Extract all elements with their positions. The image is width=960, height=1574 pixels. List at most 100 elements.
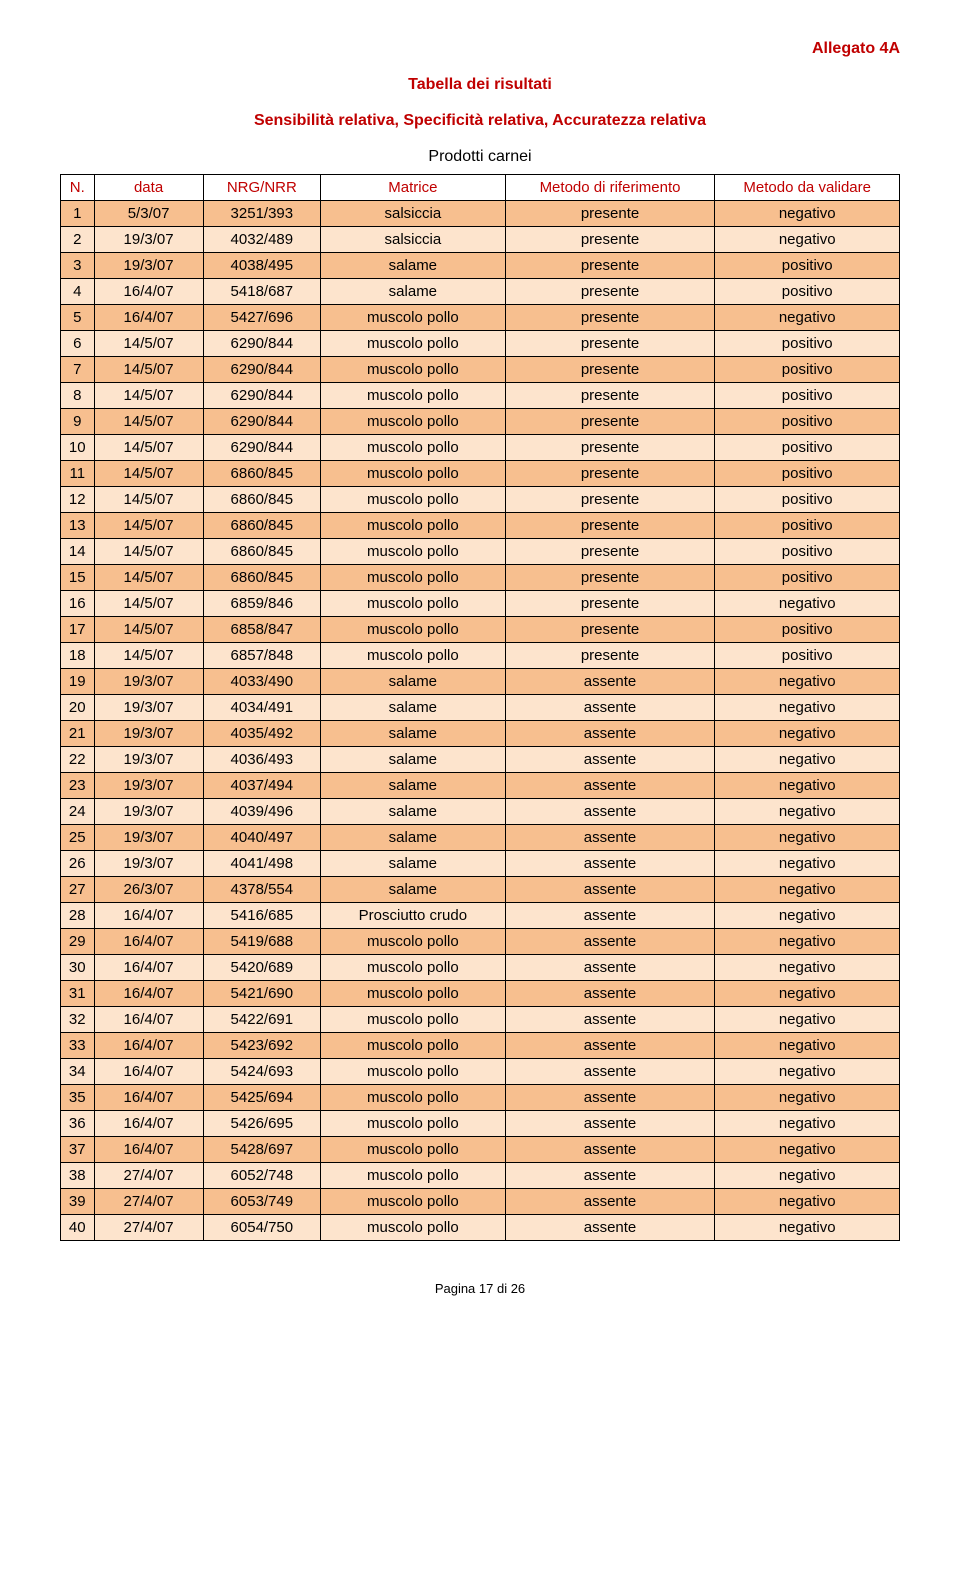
table-row: 3827/4/076052/748muscolo polloassenteneg… [61,1163,900,1189]
cell-matrice: muscolo pollo [321,1137,506,1163]
table-row: 15/3/073251/393salsicciapresentenegativo [61,201,900,227]
col-matrice: Matrice [321,175,506,201]
cell-rif: presente [505,565,715,591]
table-row: 3316/4/075423/692muscolo polloassenteneg… [61,1033,900,1059]
cell-val: negativo [715,903,900,929]
cell-nrg: 6052/748 [203,1163,320,1189]
cell-n: 14 [61,539,95,565]
cell-matrice: muscolo pollo [321,409,506,435]
cell-val: positivo [715,643,900,669]
cell-data: 19/3/07 [94,695,203,721]
cell-n: 34 [61,1059,95,1085]
cell-nrg: 6290/844 [203,331,320,357]
cell-rif: presente [505,357,715,383]
cell-data: 14/5/07 [94,513,203,539]
cell-n: 40 [61,1215,95,1241]
cell-matrice: salame [321,747,506,773]
table-row: 1214/5/076860/845muscolo pollopresentepo… [61,487,900,513]
cell-val: negativo [715,227,900,253]
cell-data: 19/3/07 [94,721,203,747]
table-header-row: N. data NRG/NRR Matrice Metodo di riferi… [61,175,900,201]
cell-rif: assente [505,721,715,747]
cell-rif: assente [505,903,715,929]
cell-nrg: 6860/845 [203,461,320,487]
cell-val: negativo [715,1189,900,1215]
cell-nrg: 4033/490 [203,669,320,695]
cell-rif: assente [505,1059,715,1085]
cell-val: positivo [715,539,900,565]
cell-rif: assente [505,1163,715,1189]
cell-nrg: 4040/497 [203,825,320,851]
cell-matrice: muscolo pollo [321,1111,506,1137]
cell-matrice: salsiccia [321,227,506,253]
cell-n: 1 [61,201,95,227]
cell-nrg: 6290/844 [203,383,320,409]
cell-rif: presente [505,305,715,331]
cell-n: 38 [61,1163,95,1189]
cell-val: positivo [715,253,900,279]
cell-matrice: muscolo pollo [321,981,506,1007]
cell-nrg: 4035/492 [203,721,320,747]
cell-matrice: muscolo pollo [321,513,506,539]
cell-matrice: muscolo pollo [321,617,506,643]
cell-val: negativo [715,981,900,1007]
cell-matrice: salame [321,279,506,305]
cell-matrice: salame [321,877,506,903]
cell-rif: assente [505,799,715,825]
cell-nrg: 5416/685 [203,903,320,929]
cell-n: 33 [61,1033,95,1059]
cell-matrice: muscolo pollo [321,1085,506,1111]
cell-data: 14/5/07 [94,487,203,513]
table-row: 614/5/076290/844muscolo pollopresentepos… [61,331,900,357]
cell-val: negativo [715,721,900,747]
cell-matrice: muscolo pollo [321,305,506,331]
cell-rif: presente [505,461,715,487]
table-row: 714/5/076290/844muscolo pollopresentepos… [61,357,900,383]
cell-data: 19/3/07 [94,227,203,253]
cell-matrice: salame [321,851,506,877]
cell-n: 24 [61,799,95,825]
cell-nrg: 4037/494 [203,773,320,799]
cell-data: 19/3/07 [94,773,203,799]
cell-n: 26 [61,851,95,877]
cell-nrg: 6054/750 [203,1215,320,1241]
cell-n: 21 [61,721,95,747]
cell-data: 19/3/07 [94,825,203,851]
cell-nrg: 6859/846 [203,591,320,617]
table-row: 2319/3/074037/494salameassentenegativo [61,773,900,799]
cell-rif: presente [505,227,715,253]
cell-rif: assente [505,955,715,981]
cell-nrg: 5423/692 [203,1033,320,1059]
cell-data: 27/4/07 [94,1163,203,1189]
cell-val: negativo [715,1059,900,1085]
table-row: 2816/4/075416/685Prosciutto crudoassente… [61,903,900,929]
cell-n: 35 [61,1085,95,1111]
cell-val: negativo [715,747,900,773]
cell-val: negativo [715,955,900,981]
cell-data: 14/5/07 [94,461,203,487]
cell-nrg: 4039/496 [203,799,320,825]
cell-data: 14/5/07 [94,409,203,435]
table-row: 1314/5/076860/845muscolo pollopresentepo… [61,513,900,539]
cell-n: 39 [61,1189,95,1215]
cell-nrg: 5421/690 [203,981,320,1007]
cell-rif: presente [505,617,715,643]
cell-rif: presente [505,383,715,409]
cell-val: negativo [715,1085,900,1111]
cell-n: 30 [61,955,95,981]
cell-nrg: 6860/845 [203,539,320,565]
cell-val: negativo [715,799,900,825]
cell-matrice: muscolo pollo [321,357,506,383]
cell-data: 16/4/07 [94,1007,203,1033]
table-row: 3927/4/076053/749muscolo polloassenteneg… [61,1189,900,1215]
cell-matrice: muscolo pollo [321,565,506,591]
table-row: 1514/5/076860/845muscolo pollopresentepo… [61,565,900,591]
cell-rif: assente [505,1215,715,1241]
cell-matrice: muscolo pollo [321,539,506,565]
cell-val: negativo [715,851,900,877]
cell-matrice: muscolo pollo [321,331,506,357]
col-validare: Metodo da validare [715,175,900,201]
cell-n: 28 [61,903,95,929]
cell-val: positivo [715,487,900,513]
table-row: 3116/4/075421/690muscolo polloassenteneg… [61,981,900,1007]
